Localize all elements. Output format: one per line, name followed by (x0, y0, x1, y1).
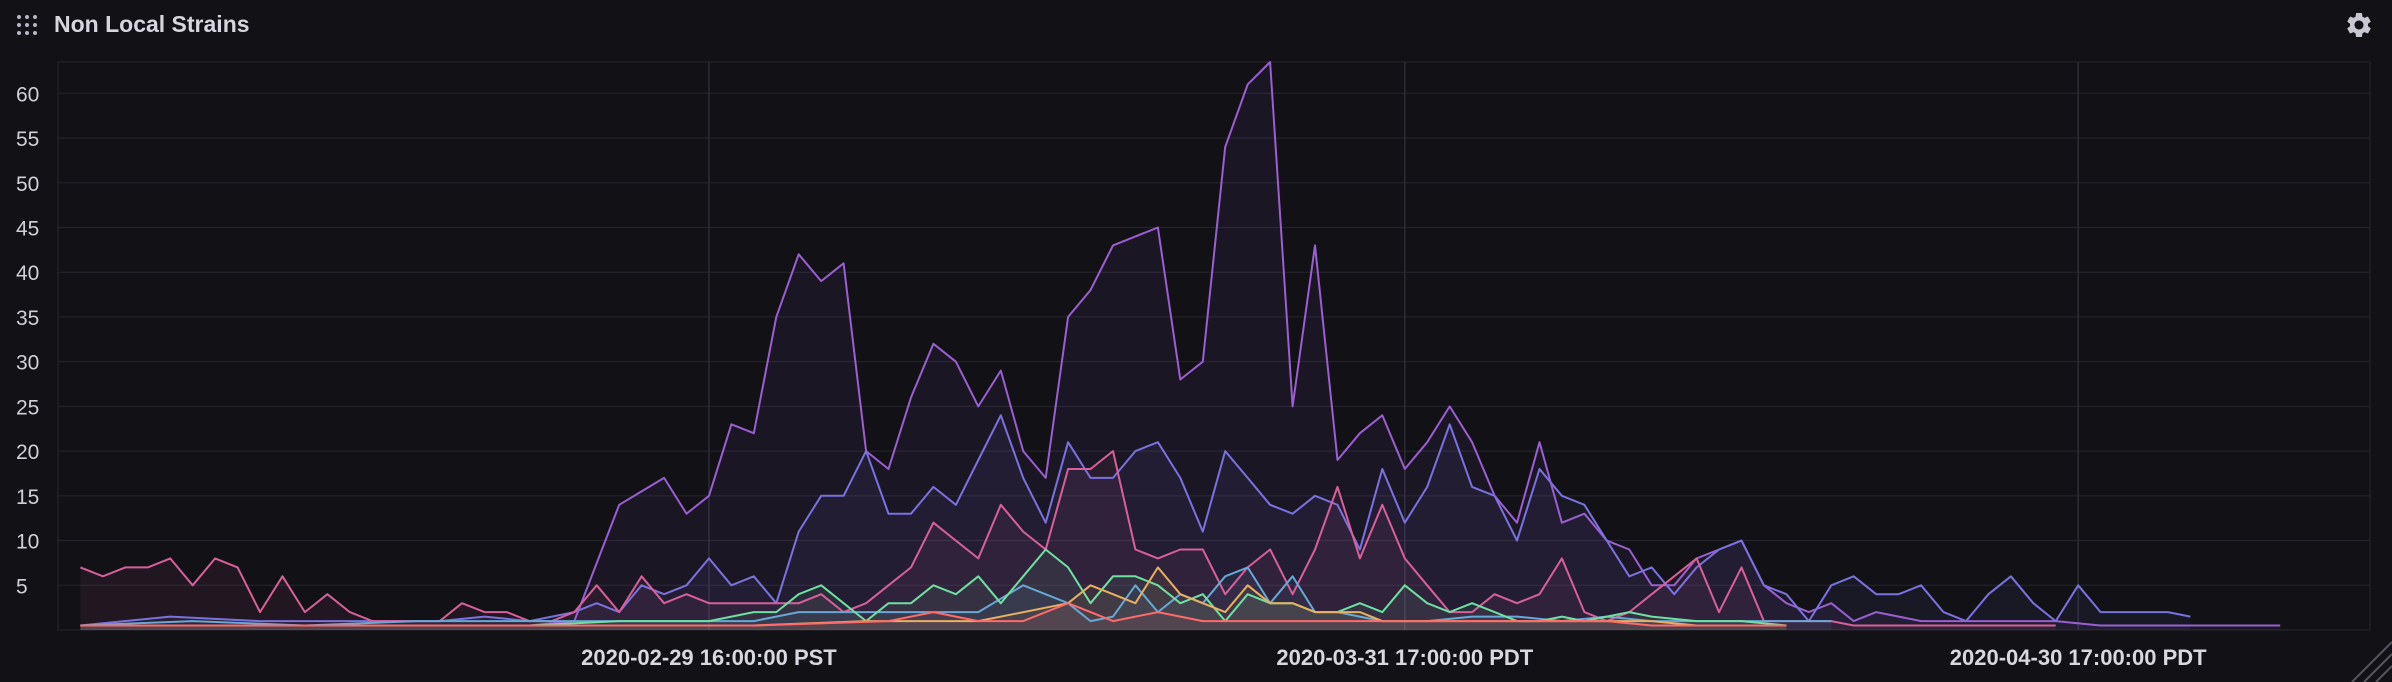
resize-handle-icon[interactable] (2342, 632, 2392, 682)
x-tick-label: 2020-03-31 17:00:00 PDT (1276, 645, 1533, 670)
series-area (80, 567, 1787, 630)
panel-header: Non Local Strains (0, 0, 2392, 50)
y-tick-label: 50 (16, 173, 39, 196)
y-tick-label: 20 (16, 441, 39, 464)
series-line[interactable] (80, 61, 2281, 627)
y-tick-label: 15 (16, 486, 39, 509)
series-area (80, 62, 2281, 630)
y-tick-label: 10 (16, 531, 39, 554)
y-tick-label: 25 (16, 396, 39, 419)
y-tick-label: 35 (16, 307, 39, 330)
y-tick-label: 55 (16, 128, 39, 151)
x-tick-label: 2020-02-29 16:00:00 PST (581, 645, 837, 670)
y-tick-label: 45 (16, 217, 39, 240)
panel-title: Non Local Strains (54, 11, 250, 37)
series-line[interactable] (80, 414, 2191, 627)
series-area (80, 451, 2056, 630)
y-tick-label: 5 (16, 575, 28, 598)
y-tick-label: 40 (16, 262, 39, 285)
y-tick-label: 30 (16, 352, 39, 375)
x-tick-label: 2020-04-30 17:00:00 PDT (1950, 645, 2207, 670)
series-area (80, 549, 1787, 630)
series-line[interactable] (80, 602, 1787, 627)
drag-handle-icon[interactable] (15, 13, 39, 37)
plot-frame (57, 61, 2371, 631)
series-area (80, 603, 1787, 630)
y-tick-label: 60 (16, 83, 39, 106)
gear-icon[interactable] (2344, 10, 2374, 40)
series-area (80, 415, 2191, 630)
